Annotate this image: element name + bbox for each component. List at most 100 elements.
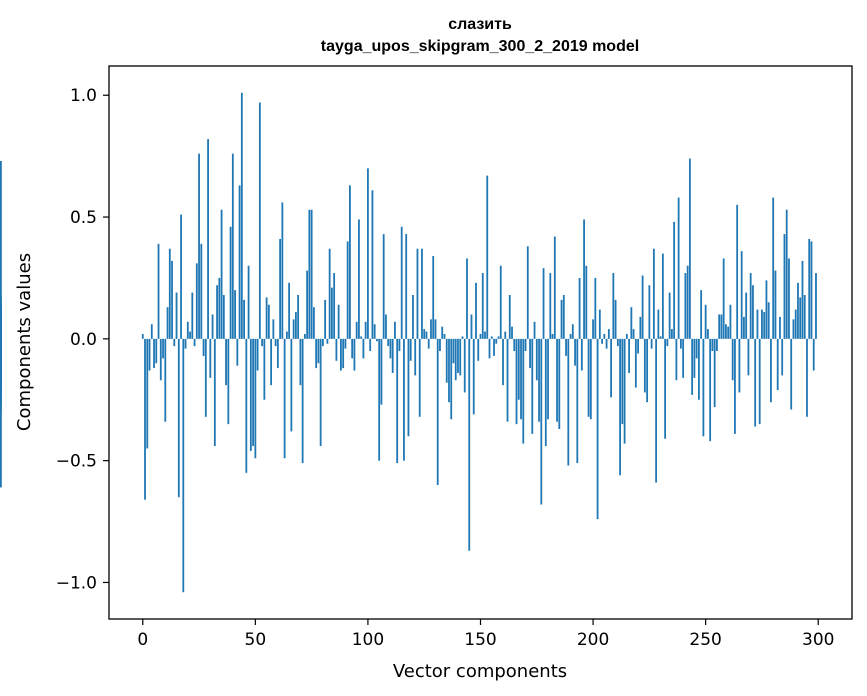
bar (533, 321, 536, 339)
bar (682, 338, 685, 378)
bar (625, 333, 628, 339)
chart-subtitle: tayga_upos_skipgram_300_2_2019 model (321, 38, 639, 55)
bar (693, 338, 696, 378)
bar (614, 299, 617, 339)
bar (589, 338, 592, 420)
bar (803, 295, 806, 339)
bar (576, 338, 579, 464)
bar (373, 324, 376, 339)
bar (702, 338, 705, 437)
bar (797, 282, 799, 339)
bar (684, 273, 687, 339)
bar (414, 338, 417, 376)
bar (515, 338, 518, 425)
bar (529, 338, 531, 369)
bar (265, 297, 268, 339)
bar (497, 336, 500, 339)
bar (430, 319, 432, 339)
bar (749, 273, 752, 339)
bar (213, 338, 216, 447)
axis-ticks: 0 50 100 150 200 250 300 −1.0 −0.5 0.0 0.5 1.0 (56, 86, 835, 650)
bar (810, 241, 813, 339)
bar (434, 319, 437, 339)
bar (470, 314, 473, 339)
bar (274, 338, 277, 347)
bar (569, 333, 572, 339)
bar (657, 309, 660, 339)
bar (524, 338, 527, 352)
bar (310, 209, 313, 339)
bar-series (0, 92, 817, 593)
bar (659, 336, 662, 339)
bar (495, 338, 498, 344)
bar (459, 338, 462, 376)
bar (376, 338, 378, 342)
bar (216, 285, 218, 339)
bar (720, 314, 723, 339)
bar (385, 314, 387, 339)
bar (340, 338, 342, 371)
bar (450, 338, 453, 420)
plot-frame (108, 65, 853, 620)
bar (243, 299, 245, 339)
bar (610, 338, 612, 398)
bar (324, 299, 327, 339)
bar (195, 263, 198, 339)
bar (153, 338, 155, 369)
bar (231, 153, 234, 339)
bar (641, 275, 644, 339)
bar (378, 338, 381, 461)
bar (222, 295, 225, 339)
bar (488, 338, 491, 359)
bar (312, 307, 315, 339)
bar (549, 273, 552, 339)
bar (562, 295, 565, 339)
bar (346, 241, 349, 339)
bar (0, 312, 2, 339)
bar (754, 338, 757, 427)
bar (189, 331, 191, 339)
bar (461, 336, 464, 339)
bar (182, 338, 185, 593)
y-tick-label: −0.5 (56, 452, 97, 472)
bar (267, 304, 270, 339)
bar (704, 304, 707, 339)
bar (364, 321, 367, 339)
x-tick-label: 0 (137, 630, 148, 650)
bar (463, 338, 466, 393)
bar (623, 338, 626, 444)
bar (709, 338, 712, 442)
bar (171, 260, 173, 339)
bar (403, 338, 405, 461)
bar (675, 338, 678, 381)
y-tick-label: 0.5 (70, 208, 97, 228)
bar (184, 338, 187, 349)
bar (758, 338, 761, 425)
bar (333, 273, 336, 339)
x-tick-label: 300 (802, 630, 834, 650)
bar (240, 92, 243, 339)
bar (448, 338, 450, 403)
bar (643, 338, 646, 393)
x-tick-label: 50 (245, 630, 267, 650)
y-tick-label: −1.0 (56, 573, 97, 593)
bar (315, 338, 318, 369)
bar (391, 338, 394, 373)
bar (439, 338, 441, 352)
bar (506, 338, 509, 422)
bar (317, 338, 320, 364)
bar (331, 287, 333, 339)
bar (670, 329, 673, 339)
bar (603, 333, 606, 339)
bar (691, 338, 694, 395)
bar (349, 185, 351, 339)
bar (477, 338, 480, 361)
bar (517, 338, 520, 400)
bar (806, 338, 808, 417)
bar (740, 251, 743, 339)
bar (734, 338, 736, 434)
bar (484, 331, 486, 339)
bar (698, 338, 700, 400)
bar (479, 333, 482, 339)
